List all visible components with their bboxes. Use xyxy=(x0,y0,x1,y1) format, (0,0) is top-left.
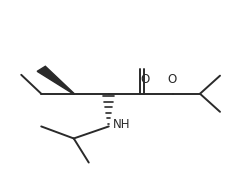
Text: NH: NH xyxy=(113,118,131,131)
Polygon shape xyxy=(37,66,74,94)
Text: O: O xyxy=(168,73,177,86)
Text: O: O xyxy=(140,73,149,86)
